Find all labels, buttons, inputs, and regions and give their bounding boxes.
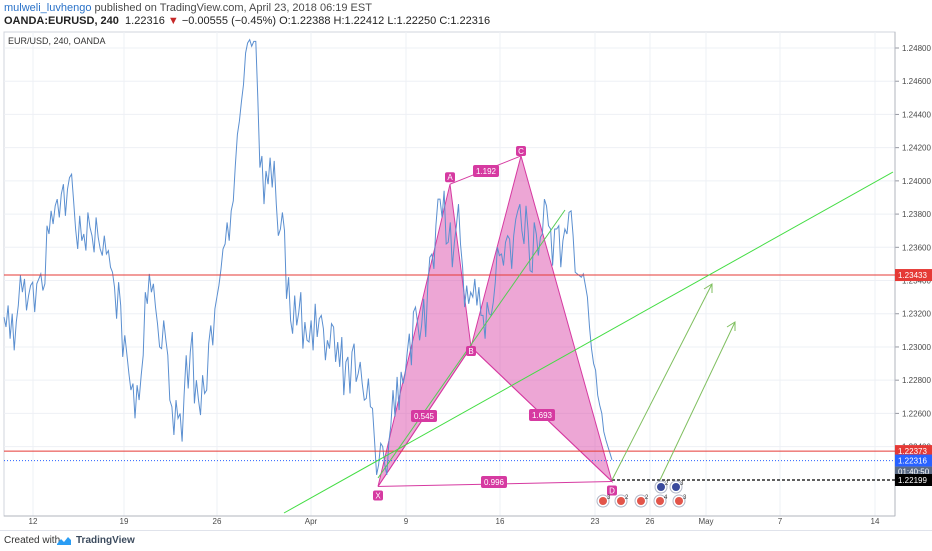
event-count: 4: [664, 495, 668, 501]
last-price-label: 1.22316: [898, 457, 927, 466]
price-line-label: 1.23433: [898, 271, 927, 280]
x-tick-label: 9: [404, 517, 409, 526]
down-arrow-icon: ▼: [167, 15, 179, 27]
pattern-point-badge: [466, 345, 476, 356]
y-tick-label: 1.24200: [902, 144, 931, 153]
y-tick-label: 1.22600: [902, 409, 931, 418]
price-line-label-bg: [895, 269, 932, 282]
pattern-point-label: D: [609, 486, 615, 495]
x-tick-label: 26: [646, 517, 655, 526]
x-tick-label: May: [698, 517, 713, 526]
y-tick-label: 1.24000: [902, 177, 931, 186]
projection-arrow-1: [611, 283, 713, 481]
pattern-point-label: X: [375, 491, 381, 500]
stop-level-label-bg: [895, 474, 932, 486]
flag-icon: [675, 497, 683, 505]
last-price: 1.22316: [125, 15, 165, 27]
y-tick-label: 1.23600: [902, 243, 931, 252]
y-tick-label: 1.23000: [902, 343, 931, 352]
footer: Created with TradingView: [0, 530, 932, 551]
pattern-ratio-label: 0.996: [484, 478, 505, 487]
published-text: published on TradingView.com, April 23, …: [91, 2, 372, 14]
x-tick-label: 12: [29, 517, 38, 526]
trendline-lower: [283, 171, 894, 514]
projection-arrow-2: [659, 321, 736, 481]
pattern-ratio-badge: [473, 165, 499, 177]
price-series-line: [3, 38, 613, 475]
flag-icon: [637, 497, 645, 505]
y-tick-label: 1.23800: [902, 210, 931, 219]
pattern-point-badge: [445, 172, 455, 183]
arrow-head-icon: [703, 283, 713, 293]
pattern-point-label: C: [518, 147, 524, 156]
event-count: 3: [680, 481, 684, 487]
pattern-ratio-badge: [529, 409, 555, 421]
chart-title: EUR/USD, 240, OANDA: [8, 36, 106, 46]
flag-icon: [672, 483, 680, 491]
x-tick-label: 14: [871, 517, 880, 526]
flag-icon: [617, 497, 625, 505]
x-tick-label: 16: [496, 517, 505, 526]
countdown-bg: [895, 466, 932, 478]
y-tick-label: 1.23200: [902, 310, 931, 319]
tradingview-brand[interactable]: TradingView: [76, 535, 135, 546]
arrow-head-icon: [726, 321, 736, 331]
flag-icon: [599, 497, 607, 505]
price-line-label: 1.22373: [898, 447, 927, 456]
x-tick-label: 26: [213, 517, 222, 526]
x-tick-label: 23: [591, 517, 600, 526]
flag-icon: [657, 483, 665, 491]
pattern-ratio-label: 1.693: [532, 411, 553, 420]
y-tick-label: 1.24400: [902, 110, 931, 119]
pattern-ratio-label: 0.545: [414, 412, 435, 421]
countdown-label: 01:40:50: [898, 468, 930, 477]
created-with-text: Created with: [4, 535, 61, 546]
symbol-info: OANDA:EURUSD, 240 1.22316 ▼ −0.00555 (−0…: [4, 15, 490, 27]
event-count: 3: [683, 495, 687, 501]
x-tick-label: Apr: [305, 517, 318, 526]
pattern-point-label: A: [447, 173, 453, 182]
event-count: 2: [645, 495, 649, 501]
event-count: 2: [665, 481, 669, 487]
ohlc-values: O:1.22388 H:1.22412 L:1.22250 C:1.22316: [279, 15, 491, 27]
pattern-ratio-badge: [411, 410, 437, 422]
event-count: 3: [607, 495, 611, 501]
publish-info: mulweli_luvhengo published on TradingVie…: [4, 2, 372, 14]
pattern-ratio-badge: [481, 476, 507, 488]
chart-area[interactable]: 1.224001.226001.228001.230001.232001.234…: [0, 28, 932, 530]
pattern-point-badge: [373, 490, 383, 501]
pattern-point-badge: [607, 485, 617, 496]
y-tick-label: 1.24800: [902, 44, 931, 53]
tradingview-logo-icon: [57, 537, 71, 545]
pattern-ratio-label: 1.192: [476, 167, 497, 176]
x-tick-label: 7: [778, 517, 783, 526]
event-count: 2: [625, 495, 629, 501]
flag-icon: [656, 497, 664, 505]
trendline-upper: [377, 209, 566, 479]
price-change: −0.00555 (−0.45%): [181, 15, 277, 27]
y-tick-label: 1.22800: [902, 376, 931, 385]
pattern-point-badge: [516, 145, 526, 156]
symbol: OANDA:EURUSD, 240: [4, 15, 119, 27]
author-link[interactable]: mulweli_luvhengo: [4, 2, 92, 14]
price-line-label-bg: [895, 445, 932, 458]
price-chart[interactable]: 1.224001.226001.228001.230001.232001.234…: [0, 28, 932, 530]
last-price-label-bg: [895, 454, 932, 467]
stop-level-label: 1.22199: [898, 476, 927, 485]
plot-frame: [3, 31, 896, 517]
x-tick-label: 19: [120, 517, 129, 526]
pattern-point-label: B: [468, 347, 473, 356]
y-tick-label: 1.24600: [902, 77, 931, 86]
